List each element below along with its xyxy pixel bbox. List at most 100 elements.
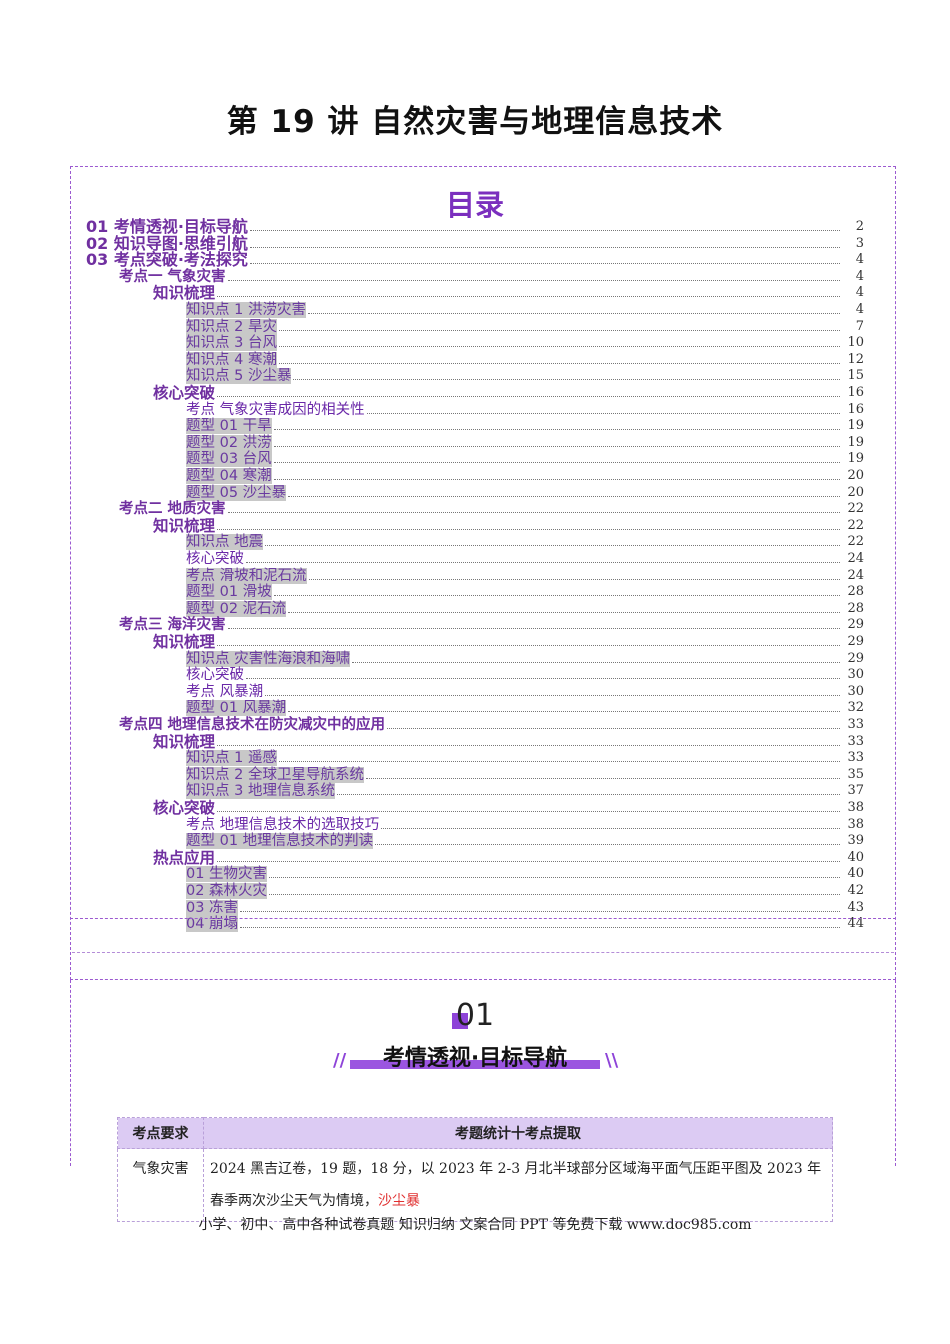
toc-leader-dots	[217, 295, 840, 298]
toc-entry-page: 30	[847, 683, 864, 699]
toc-entry[interactable]: 01 考情透视·目标导航 2	[86, 218, 864, 235]
toc-leader-dots	[278, 362, 840, 364]
exam-table-stats-text: 2024 黑吉辽卷，19 题，18 分，以 2023 年 2-3 月北半球部分区…	[210, 1161, 822, 1209]
frame-left-edge	[70, 980, 71, 1166]
toc-entry-page: 40	[847, 866, 864, 882]
toc-entry-label: 题型 02 洪涝	[186, 434, 272, 451]
toc-entry-label: 考点 气象灾害成因的相关性	[186, 401, 365, 418]
toc-entry[interactable]: 知识点 2 全球卫星导航系统 35	[186, 766, 864, 783]
toc-leader-dots	[278, 329, 840, 331]
toc-leader-dots	[217, 395, 840, 397]
toc-leader-dots	[273, 445, 840, 447]
toc-entry-label: 核心突破	[153, 384, 216, 402]
toc-entry-label: 知识点 5 沙尘暴	[186, 368, 292, 385]
exam-table-topic-cell: 气象灾害	[117, 1148, 204, 1222]
toc-entry[interactable]: 考点一 气象灾害 4	[119, 268, 864, 285]
toc-entry[interactable]: 知识点 3 地理信息系统 37	[186, 782, 864, 800]
toc-entry-page: 28	[847, 584, 864, 600]
toc-entry[interactable]: 题型 01 风暴潮 32	[186, 699, 864, 717]
toc-entry[interactable]: 知识梳理 33	[153, 733, 864, 750]
toc-leader-dots	[269, 876, 840, 879]
toc-leader-dots	[217, 744, 840, 746]
toc-entry-page: 37	[847, 783, 864, 799]
toc-entry[interactable]: 知识点 灾害性海浪和海啸 29	[186, 650, 864, 667]
toc-entry[interactable]: 题型 03 台风 19	[186, 450, 864, 468]
toc-entry[interactable]: 题型 05 沙尘暴 20	[186, 484, 864, 501]
toc-entry-page: 33	[847, 717, 864, 732]
toc-entry-page: 42	[847, 883, 864, 898]
toc-entry-label: 知识点 3 台风	[186, 335, 277, 352]
toc-entry[interactable]: 04 崩塌 44	[186, 915, 864, 933]
toc-entry-page: 7	[855, 318, 864, 334]
toc-entry-label: 考点 地理信息技术的选取技巧	[186, 816, 380, 833]
toc-entry[interactable]: 知识点 1 遥感 33	[186, 749, 864, 767]
toc-entry[interactable]: 知识点 3 台风 10	[186, 334, 864, 352]
toc-entry[interactable]: 知识梳理 4	[153, 284, 864, 301]
toc-leader-dots	[308, 578, 840, 580]
toc-entry[interactable]: 题型 01 干旱 19	[186, 417, 864, 435]
toc-entry[interactable]: 知识点 1 洪涝灾害 4	[186, 301, 864, 318]
toc-entry[interactable]: 核心突破 30	[186, 666, 864, 683]
toc-entry-page: 20	[847, 468, 864, 483]
toc-entry[interactable]: 考点二 地质灾害 22	[119, 500, 864, 517]
toc-entry-page: 19	[847, 451, 864, 467]
toc-entry[interactable]: 03 考点突破·考法探究 4	[86, 251, 864, 268]
section-slash-right-icon: \\	[605, 1050, 619, 1071]
toc-entry[interactable]: 题型 01 地理信息技术的判读 39	[186, 832, 864, 850]
toc-entry[interactable]: 知识梳理 22	[153, 517, 864, 534]
toc-entry-page: 39	[847, 833, 864, 849]
toc-entry-label: 核心突破	[186, 667, 244, 684]
toc-entry[interactable]: 考点 风暴潮 30	[186, 683, 864, 700]
toc-entry[interactable]: 知识梳理 29	[153, 633, 864, 650]
toc-entry[interactable]: 核心突破 16	[153, 384, 864, 401]
toc-entry[interactable]: 题型 01 滑坡 28	[186, 583, 864, 601]
toc-entry-page: 32	[847, 700, 864, 716]
toc-entry-label: 题型 01 地理信息技术的判读	[186, 833, 374, 850]
toc-entry-page: 19	[847, 434, 864, 450]
toc-entry-page: 16	[847, 385, 864, 400]
toc-entry[interactable]: 知识点 4 寒潮 12	[186, 351, 864, 368]
document-title: 第 19 讲 自然灾害与地理信息技术	[226, 104, 724, 140]
toc-leader-dots	[381, 827, 840, 829]
toc-entry[interactable]: 知识点 2 旱灾 7	[186, 318, 864, 335]
toc-leader-dots	[278, 345, 840, 348]
toc-entry[interactable]: 热点应用 40	[153, 849, 864, 866]
toc-entry[interactable]: 题型 02 洪涝 19	[186, 434, 864, 451]
toc-leader-dots	[217, 810, 840, 812]
toc-entry[interactable]: 核心突破 24	[186, 550, 864, 567]
toc-entry-page: 43	[847, 899, 864, 915]
toc-leader-dots	[307, 312, 840, 314]
toc-entry[interactable]: 02 知识导图·思维引航 3	[86, 235, 864, 252]
toc-entry-label: 知识梳理	[153, 284, 216, 303]
toc-entry-page: 38	[847, 800, 864, 815]
toc-leader-dots	[288, 710, 840, 713]
toc-entry-label: 核心突破	[186, 551, 244, 567]
toc-frame	[70, 166, 896, 980]
toc-entry[interactable]: 03 冻害 43	[186, 899, 864, 916]
toc-entry[interactable]: 知识点 5 沙尘暴 15	[186, 367, 864, 385]
toc-entry-page: 44	[847, 916, 864, 932]
toc-entry-label: 知识点 1 洪涝灾害	[186, 302, 306, 318]
toc-entry[interactable]: 考点 气象灾害成因的相关性 16	[186, 401, 864, 418]
toc-entry[interactable]: 考点 地理信息技术的选取技巧 38	[186, 816, 864, 833]
frame-divider-inner	[72, 952, 894, 954]
toc-entry[interactable]: 核心突破 38	[153, 799, 864, 816]
toc-entry[interactable]: 01 生物灾害 40	[186, 865, 864, 883]
toc-entry[interactable]: 题型 02 泥石流 28	[186, 600, 864, 617]
toc-entry-label: 题型 01 风暴潮	[186, 700, 287, 717]
toc-leader-dots	[336, 793, 840, 796]
toc-entry-label: 知识点 灾害性海浪和海啸	[186, 650, 351, 667]
toc-entry[interactable]: 题型 04 寒潮 20	[186, 467, 864, 484]
toc-entry-page: 19	[847, 418, 864, 434]
toc-entry[interactable]: 考点 滑坡和泥石流 24	[186, 567, 864, 584]
toc-entry[interactable]: 考点四 地理信息技术在防灾减灾中的应用 33	[119, 716, 864, 733]
toc-entry[interactable]: 考点三 海洋灾害 29	[119, 616, 864, 633]
toc-entry-page: 4	[855, 252, 864, 268]
toc-entry[interactable]: 知识点 地震 22	[186, 533, 864, 551]
toc-entry-label: 知识点 地震	[186, 534, 264, 551]
toc-entry-page: 28	[847, 600, 864, 616]
toc-entry-label: 知识点 2 旱灾	[186, 318, 277, 335]
toc-leader-dots	[249, 262, 840, 265]
exam-table-header-row: 考点要求 考题统计十考点提取	[117, 1117, 833, 1149]
toc-entry[interactable]: 02 森林火灾 42	[186, 882, 864, 899]
